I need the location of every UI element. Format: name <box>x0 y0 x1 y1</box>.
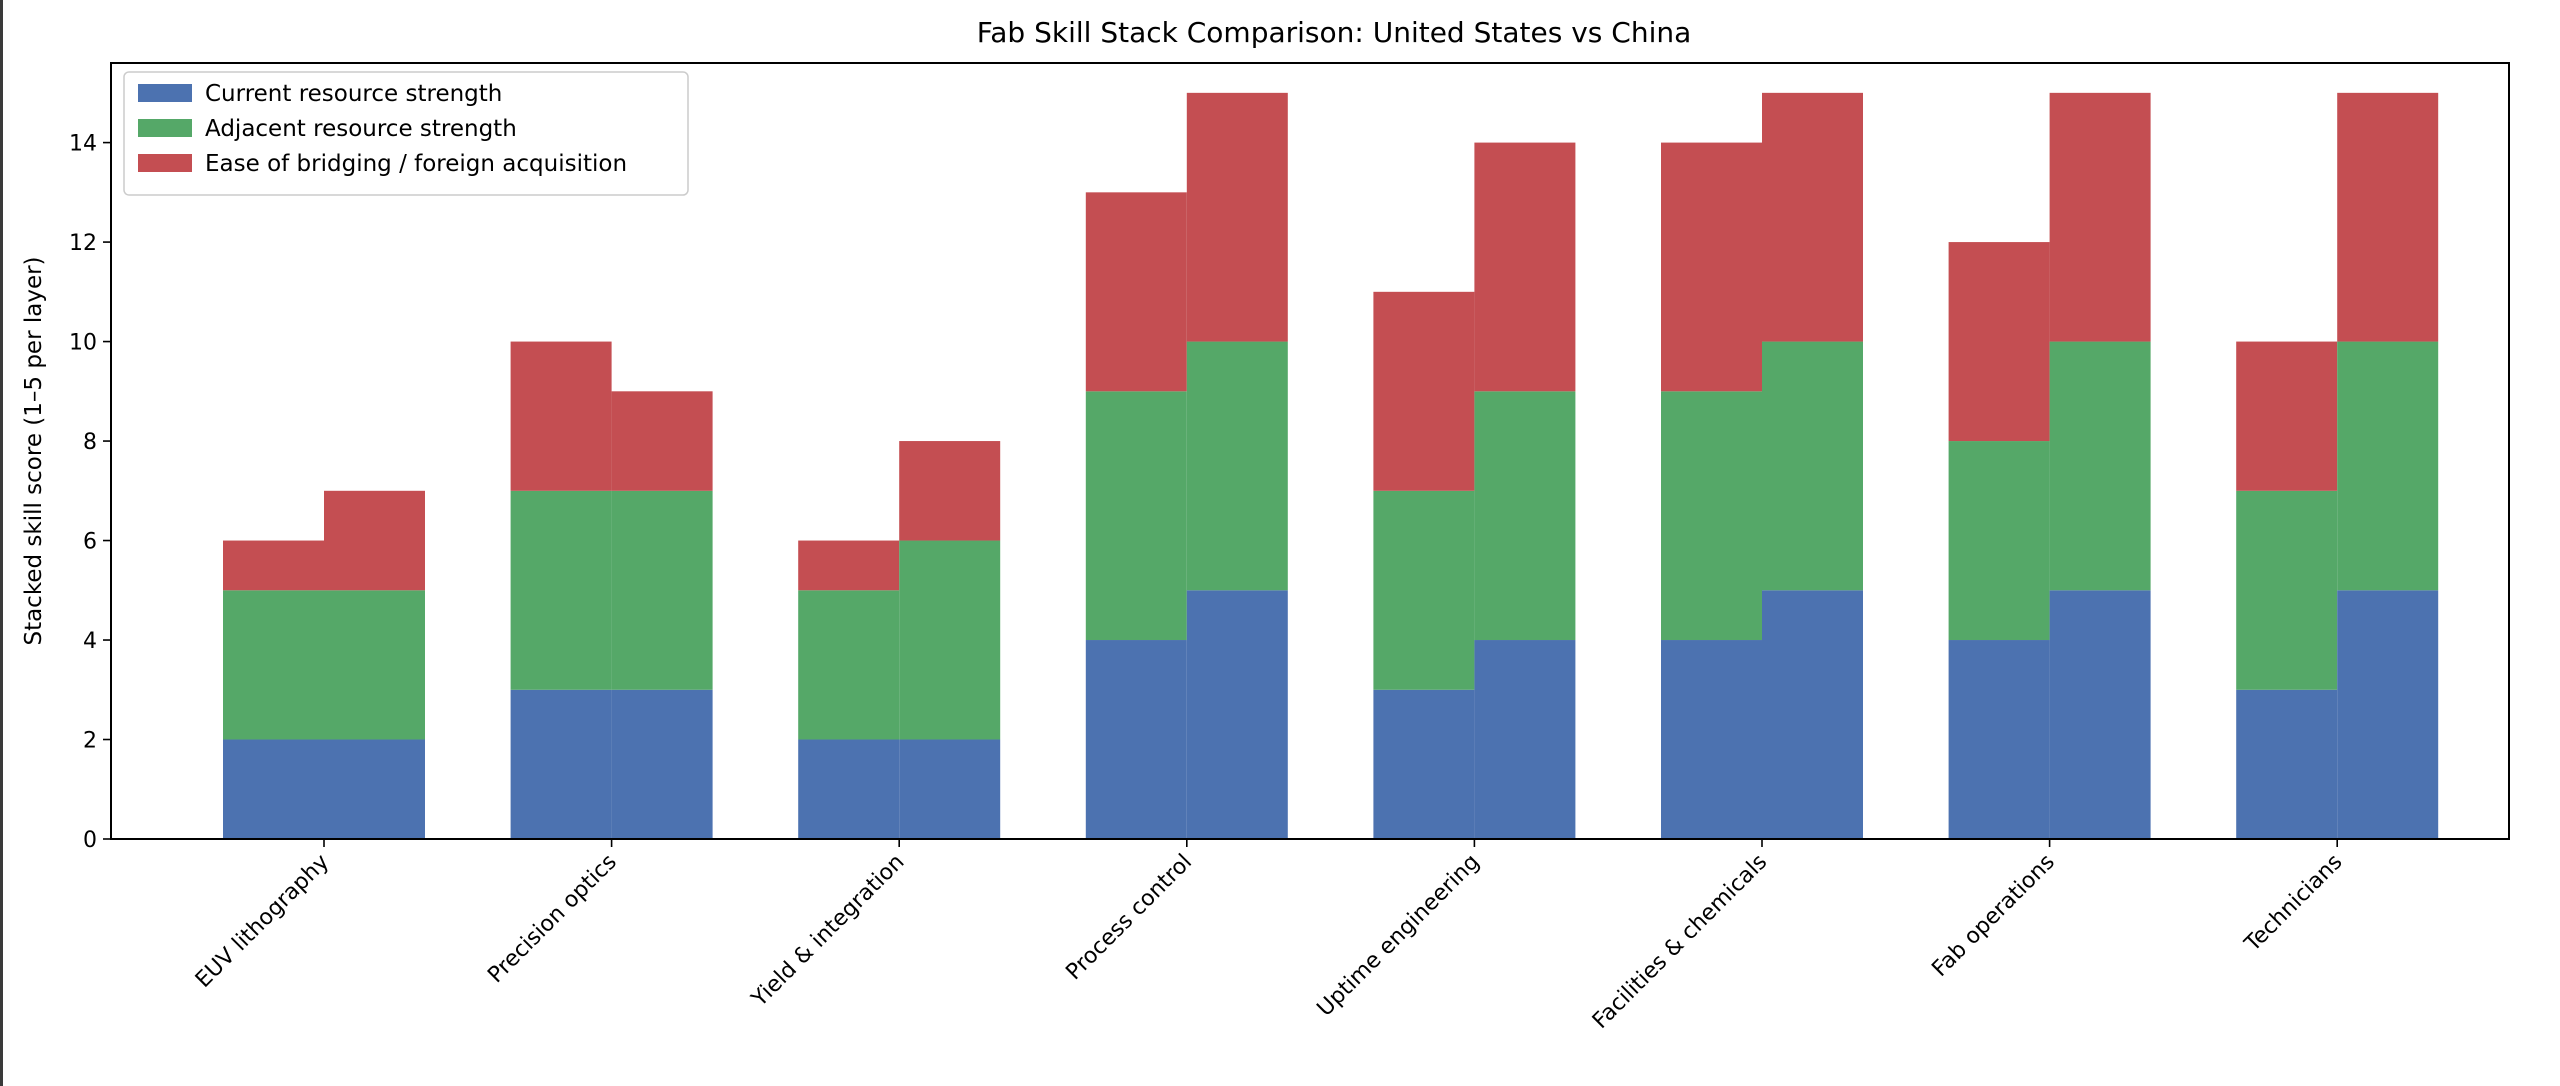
bar-current-group1-5 <box>1373 689 1475 839</box>
bar-bridging-group2-3 <box>899 441 1001 541</box>
bar-bridging-group2-2 <box>611 391 713 491</box>
bar-bridging-group2-4 <box>1186 92 1288 342</box>
bar-current-group1-8 <box>2236 689 2338 839</box>
bar-adjacent-group1-2 <box>510 490 612 690</box>
y-tick-label: 2 <box>83 729 97 754</box>
bar-adjacent-group2-7 <box>2049 341 2151 591</box>
y-tick-label: 12 <box>69 231 97 256</box>
legend-label-bridging: Ease of bridging / foreign acquisition <box>205 151 627 177</box>
bar-bridging-group2-5 <box>1474 142 1576 392</box>
bar-adjacent-group1-7 <box>1948 441 2050 641</box>
bar-current-group2-4 <box>1186 590 1288 839</box>
legend-swatch-current <box>138 84 192 102</box>
bar-adjacent-group2-8 <box>2337 341 2439 591</box>
bar-current-group1-4 <box>1085 640 1187 839</box>
bar-adjacent-group2-5 <box>1474 391 1576 641</box>
legend-swatch-adjacent <box>138 119 192 137</box>
chart-title: Fab Skill Stack Comparison: United State… <box>977 16 1692 49</box>
plot-frame <box>110 62 2510 840</box>
bar-bridging-group1-7 <box>1948 242 2050 442</box>
bar-adjacent-group1-3 <box>798 590 900 740</box>
bar-bridging-group1-4 <box>1085 192 1187 392</box>
legend: Current resource strength Adjacent resour… <box>123 71 689 196</box>
bar-current-group2-5 <box>1474 640 1576 839</box>
legend-swatch-bridging <box>138 154 192 172</box>
bar-adjacent-group2-6 <box>1762 341 1863 591</box>
y-tick-label: 14 <box>69 132 97 157</box>
bar-adjacent-group2-4 <box>1186 341 1288 591</box>
bar-current-group1-6 <box>1661 640 1762 839</box>
y-tick-label: 10 <box>69 331 97 356</box>
bar-adjacent-group1-5 <box>1373 490 1475 690</box>
bar-current-group2-8 <box>2337 590 2439 839</box>
bar-current-group1-7 <box>1948 640 2050 839</box>
bar-bridging-group1-2 <box>510 341 612 491</box>
bar-current-group2-1 <box>324 739 425 839</box>
bar-bridging-group2-1 <box>324 490 425 591</box>
y-axis-label: Stacked skill score (1–5 per layer) <box>21 256 47 645</box>
bar-current-group1-3 <box>798 739 900 839</box>
bar-current-group2-2 <box>611 689 713 839</box>
bar-current-group1-2 <box>510 689 612 839</box>
bar-adjacent-group2-3 <box>899 540 1001 740</box>
bar-bridging-group1-6 <box>1661 142 1762 392</box>
y-tick-label: 6 <box>83 530 97 555</box>
y-axis: 0 2 4 6 8 10 12 14 <box>69 132 111 853</box>
bar-current-group1-1 <box>223 739 324 839</box>
y-tick-label: 0 <box>83 828 97 853</box>
bar-adjacent-group1-4 <box>1085 391 1187 641</box>
bar-bridging-group2-6 <box>1762 92 1863 342</box>
y-tick-label: 4 <box>83 629 97 654</box>
bar-bridging-group2-7 <box>2049 92 2151 342</box>
bar-current-group2-6 <box>1762 590 1863 839</box>
y-tick-label: 8 <box>83 430 97 455</box>
bars-layer <box>223 92 2439 839</box>
bar-bridging-group1-8 <box>2236 341 2338 491</box>
bar-current-group2-7 <box>2049 590 2151 839</box>
bar-adjacent-group1-8 <box>2236 490 2338 690</box>
legend-label-adjacent: Adjacent resource strength <box>205 116 517 142</box>
chart: Fab Skill Stack Comparison: United State… <box>3 0 2560 1086</box>
bar-current-group2-3 <box>899 739 1001 839</box>
bar-adjacent-group2-2 <box>611 490 713 690</box>
bar-adjacent-group1-6 <box>1661 391 1762 641</box>
bar-bridging-group1-5 <box>1373 291 1475 491</box>
bar-bridging-group2-8 <box>2337 92 2439 342</box>
legend-label-current: Current resource strength <box>205 81 502 107</box>
bar-adjacent-group2-1 <box>324 590 425 740</box>
bar-bridging-group1-3 <box>798 540 900 591</box>
bar-bridging-group1-1 <box>223 540 324 591</box>
legend-box <box>123 71 689 196</box>
bar-adjacent-group1-1 <box>223 590 324 740</box>
